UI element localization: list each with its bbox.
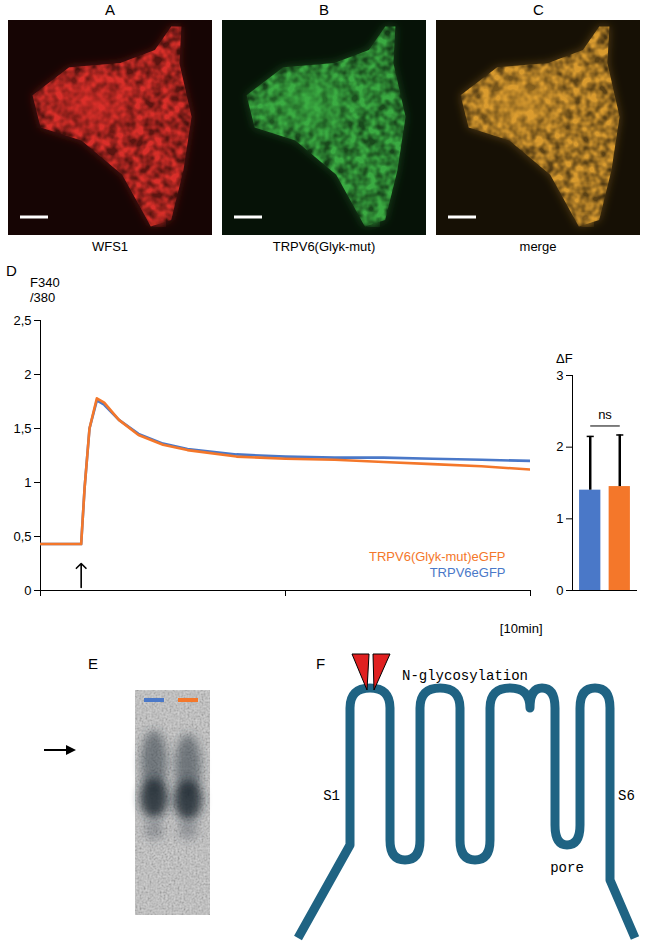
svg-text:2: 2	[556, 439, 563, 454]
html-text:/380: /380	[30, 289, 56, 305]
svg-text:N-glycosylation: N-glycosylation	[402, 668, 528, 684]
html-text:ΔF: ΔF	[556, 351, 573, 366]
html-text:D: D	[6, 262, 17, 279]
svg-text:1: 1	[556, 511, 563, 526]
html-text:A: A	[105, 1, 115, 18]
svg-text:TRPV6eGFP: TRPV6eGFP	[430, 565, 506, 580]
html-text:E: E	[88, 655, 98, 672]
html-text:WFS1: WFS1	[91, 239, 129, 254]
svg-text:ns: ns	[598, 407, 612, 422]
svg-text:1: 1	[24, 475, 31, 490]
html-text:merge: merge	[519, 239, 557, 254]
svg-text:TRPV6(Glyk-mut)eGFP: TRPV6(Glyk-mut)eGFP	[369, 549, 506, 564]
svg-text:[10min]: [10min]	[500, 621, 543, 636]
svg-text:2,5: 2,5	[13, 313, 31, 328]
html-text:F: F	[316, 655, 326, 672]
svg-text:pore: pore	[550, 860, 584, 876]
html-text:C: C	[533, 1, 544, 18]
html-text:F340: F340	[30, 275, 60, 290]
svg-text:0: 0	[556, 583, 563, 598]
html-text:B: B	[319, 1, 329, 18]
svg-text:2: 2	[24, 367, 31, 382]
html-text:TRPV6(Glyk-mut): TRPV6(Glyk-mut)	[272, 239, 376, 254]
svg-text:0: 0	[24, 583, 31, 598]
svg-text:S6: S6	[618, 788, 635, 804]
svg-text:0,5: 0,5	[13, 529, 31, 544]
svg-text:1,5: 1,5	[13, 421, 31, 436]
svg-text:S1: S1	[323, 788, 340, 804]
svg-text:3: 3	[556, 368, 563, 383]
